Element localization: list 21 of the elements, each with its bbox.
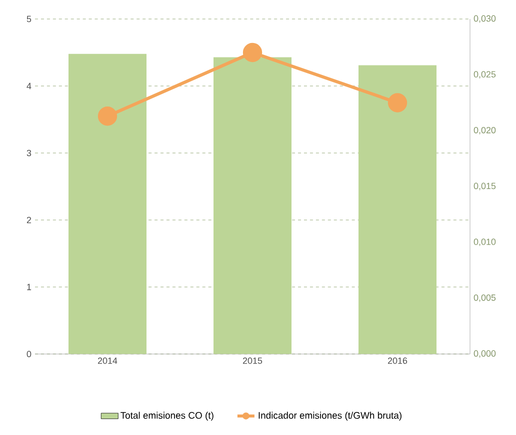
y-tick-label: 1 [27, 284, 32, 290]
y2-tick-label: 0,005 [474, 294, 496, 302]
x-tick-label: 2014 [98, 358, 118, 364]
legend-label: Total emisiones CO (t) [120, 412, 214, 421]
y-tick-label: 5 [26, 16, 32, 22]
y2-tick-label: 0,000 [474, 350, 496, 358]
y-tick-label: 3 [26, 150, 32, 156]
y2-tick-label: 0,020 [474, 126, 496, 134]
y2-tick-label: 0,030 [474, 15, 496, 23]
legend-label: Indicador emisiones (t/GWh bruta) [258, 412, 402, 421]
point [242, 42, 262, 62]
y-tick-label: 0 [26, 350, 32, 358]
y2-tick-label: 0,010 [474, 238, 496, 246]
y2-tick-label: 0,015 [474, 182, 496, 190]
point [98, 106, 118, 126]
point [388, 93, 408, 112]
x-tick-label: 2015 [242, 358, 262, 364]
x-tick-label: 2016 [388, 358, 408, 364]
y-tick-label: 2 [26, 216, 32, 224]
y2-tick-label: 0,025 [474, 71, 496, 79]
y-tick-label: 4 [26, 82, 32, 90]
